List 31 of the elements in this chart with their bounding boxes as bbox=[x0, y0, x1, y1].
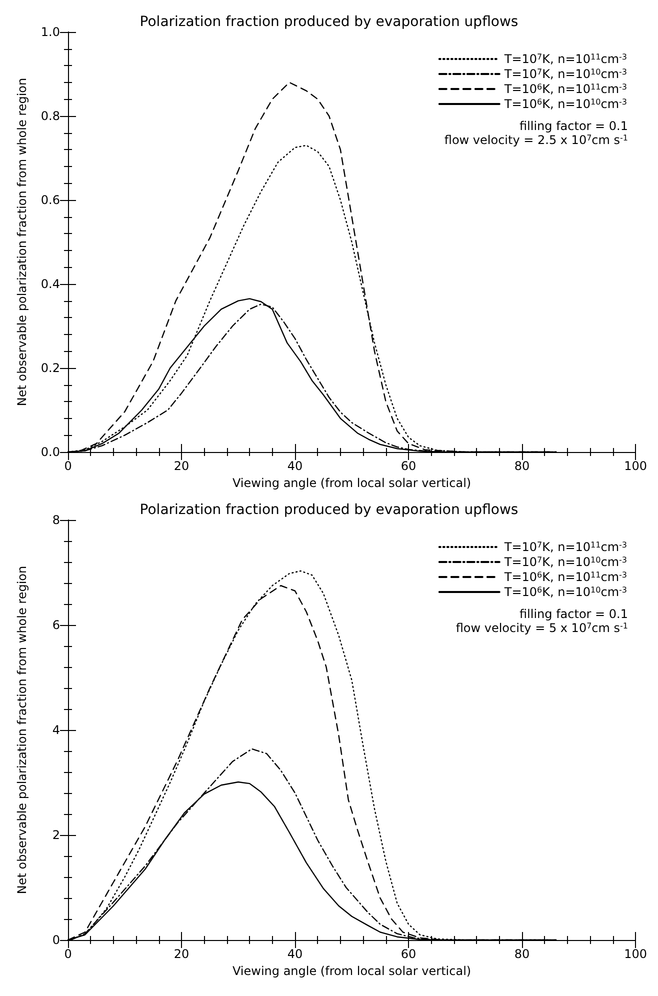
x-tick-label: 20 bbox=[174, 459, 190, 473]
x-axis-title: Viewing angle (from local solar vertical) bbox=[232, 476, 472, 490]
y-tick-label: 0.2 bbox=[40, 361, 60, 375]
y-tick-label: 8 bbox=[52, 513, 60, 527]
x-tick-label: 20 bbox=[174, 947, 190, 961]
y-tick-label: 0.0 bbox=[40, 445, 60, 459]
y-tick-label: 6 bbox=[52, 618, 60, 632]
x-axis-title: Viewing angle (from local solar vertical) bbox=[232, 964, 472, 978]
x-tick-label: 80 bbox=[514, 459, 530, 473]
annotation: filling factor = 0.1 bbox=[519, 119, 628, 133]
y-axis-title: Net observable polarization fraction from whole region bbox=[15, 566, 29, 894]
x-tick-label: 100 bbox=[624, 459, 647, 473]
x-tick-label: 40 bbox=[287, 459, 303, 473]
y-tick-label: 0 bbox=[52, 933, 60, 947]
x-tick-label: 0 bbox=[64, 459, 72, 473]
x-tick-label: 80 bbox=[514, 947, 530, 961]
y-tick-label: 2 bbox=[52, 828, 60, 842]
y-tick-label: 0.6 bbox=[40, 193, 60, 207]
x-tick-label: 0 bbox=[64, 947, 72, 961]
x-tick-label: 60 bbox=[400, 947, 416, 961]
y-tick-label: 4 bbox=[52, 723, 60, 737]
annotation: filling factor = 0.1 bbox=[519, 607, 628, 621]
y-axis-title: Net observable polarization fraction from whole region bbox=[15, 78, 29, 406]
y-tick-label: 1.0 bbox=[40, 25, 60, 39]
x-tick-label: 40 bbox=[287, 947, 303, 961]
x-tick-label: 100 bbox=[624, 947, 647, 961]
x-tick-label: 60 bbox=[400, 459, 416, 473]
chart-title: Polarization fraction produced by evaporation upflows bbox=[140, 502, 518, 518]
y-tick-label: 0.8 bbox=[40, 109, 60, 123]
chart-title: Polarization fraction produced by evaporation upflows bbox=[140, 14, 518, 30]
y-tick-label: 0.4 bbox=[40, 277, 60, 291]
